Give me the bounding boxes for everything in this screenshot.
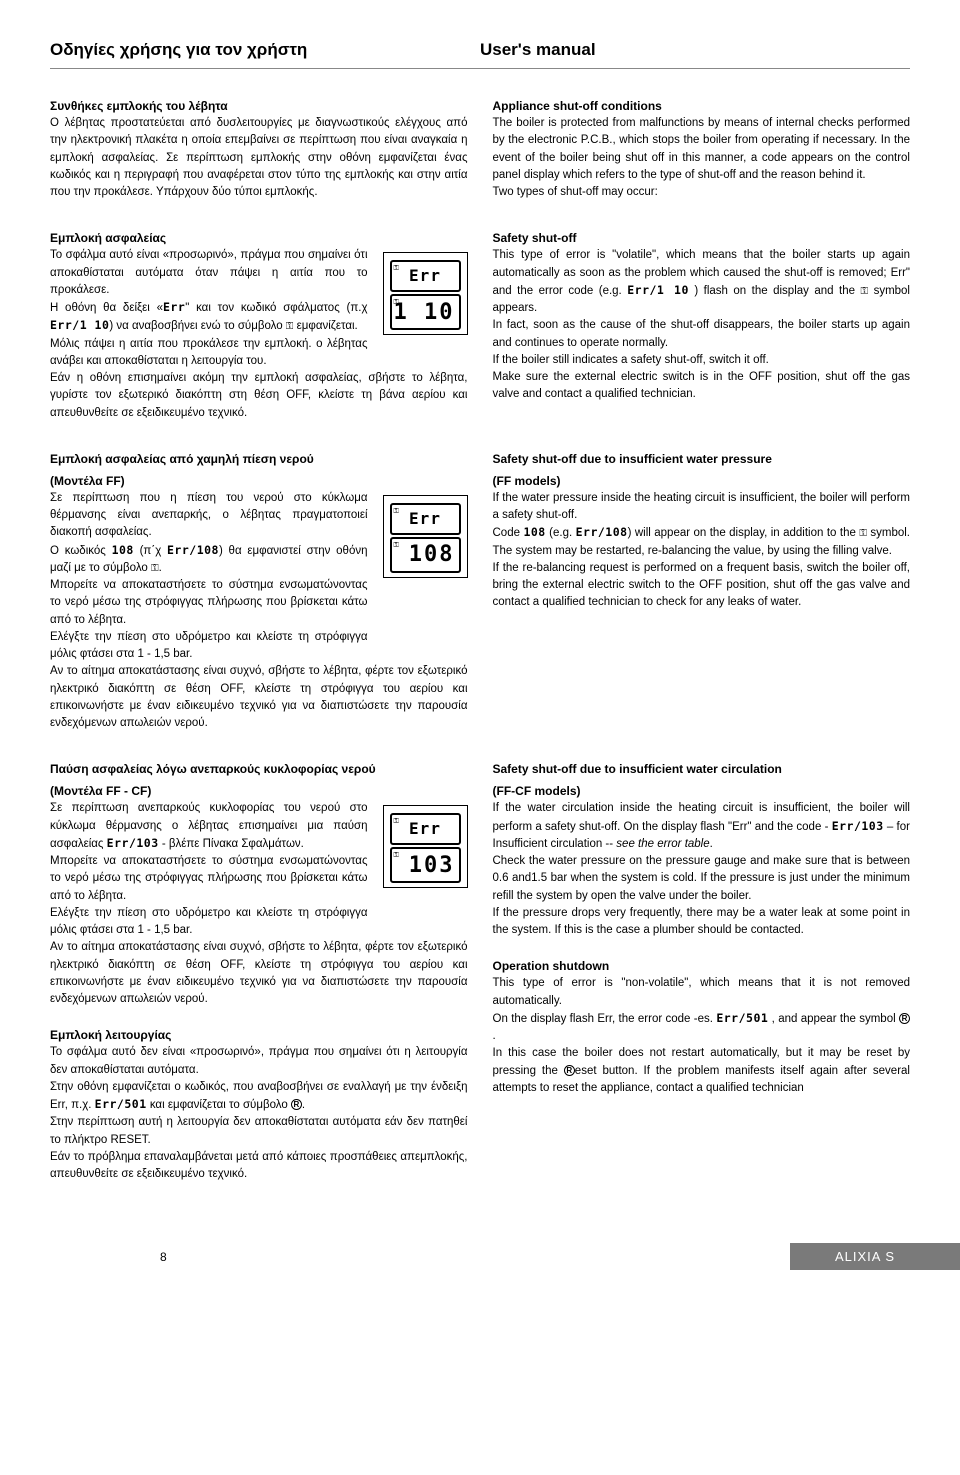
intro-en-body2: Two types of shut-off may occur:: [493, 184, 911, 201]
intro-gr-title: Συνθήκες εμπλοκής του λέβητα: [50, 97, 468, 115]
intro-en-title: Appliance shut-off conditions: [493, 97, 911, 115]
header-right-title: User's manual: [480, 40, 910, 60]
safety-en-p4: Make sure the external electric switch i…: [493, 369, 911, 404]
wp-gr-subtitle: (Μοντέλα FF): [50, 472, 468, 490]
reset-icon: R: [564, 1065, 575, 1076]
op-en-p1: This type of error is "non-volatile", wh…: [493, 975, 911, 1010]
wc-en-p2: Check the water pressure on the pressure…: [493, 853, 911, 905]
key-icon: ⚿: [860, 284, 868, 299]
page-header: Οδηγίες χρήσης για τον χρήστη User's man…: [50, 40, 910, 60]
water-pressure-section: Εμπλοκή ασφαλείας από χαμηλή πίεση νερού…: [50, 446, 910, 733]
lcd-display-110: ⚿Err ⚿1 10: [383, 252, 468, 335]
wp-english: Safety shut-off due to insufficient wate…: [493, 446, 911, 733]
wc-greek: Παύση ασφαλείας λόγω ανεπαρκούς κυκλοφορ…: [50, 756, 468, 1183]
wp-en-subtitle: (FF models): [493, 472, 911, 490]
wc-gr-p3: Ελέγξτε την πίεση στο υδρόμετρο και κλεί…: [50, 905, 368, 940]
safety-en-title: Safety shut-off: [493, 229, 911, 247]
safety-gr-p1: Το σφάλμα αυτό είναι «προσωρινό», πράγμα…: [50, 247, 368, 299]
wp-gr-p5: Αν το αίτημα αποκατάστασης είναι συχνό, …: [50, 663, 468, 732]
wc-gr-title: Παύση ασφαλείας λόγω ανεπαρκούς κυκλοφορ…: [50, 760, 468, 778]
wp-gr-title: Εμπλοκή ασφαλείας από χαμηλή πίεση νερού: [50, 450, 468, 468]
key-icon: ⚿: [151, 561, 159, 576]
wc-en-p3: If the pressure drops very frequently, t…: [493, 905, 911, 940]
safety-en-p3: If the boiler still indicates a safety s…: [493, 352, 911, 369]
wp-gr-p3: Μπορείτε να αποκαταστήσετε το σύστημα εν…: [50, 577, 368, 629]
safety-gr-title: Εμπλοκή ασφαλείας: [50, 229, 468, 247]
page-footer: 8 ALIXIA S: [50, 1243, 910, 1290]
water-circ-section: Παύση ασφαλείας λόγω ανεπαρκούς κυκλοφορ…: [50, 756, 910, 1183]
safety-gr-p3: Μόλις πάψει η αιτία που προκάλεσε την εμ…: [50, 336, 368, 371]
wp-en-p2: Code 108 (e.g. Err/108) will appear on t…: [493, 524, 911, 560]
op-en-title: Operation shutdown: [493, 957, 911, 975]
op-gr-p1: Το σφάλμα αυτό δεν είναι «προσωρινό», πρ…: [50, 1044, 468, 1079]
intro-section: Συνθήκες εμπλοκής του λέβητα Ο λέβητας π…: [50, 93, 910, 201]
wc-gr-p4: Αν το αίτημα αποκατάστασης είναι συχνό, …: [50, 939, 468, 1008]
op-gr-p3: Στην περίπτωση αυτή η λειτουργία δεν απο…: [50, 1114, 468, 1149]
wc-en-title: Safety shut-off due to insufficient wate…: [493, 760, 911, 778]
op-gr-title: Εμπλοκή λειτουργίας: [50, 1026, 468, 1044]
reset-icon: R: [291, 1099, 302, 1110]
safety-en-p2: In fact, soon as the cause of the shut-o…: [493, 317, 911, 352]
op-gr-p2: Στην οθόνη εμφανίζεται ο κωδικός, που αν…: [50, 1079, 468, 1115]
intro-greek: Συνθήκες εμπλοκής του λέβητα Ο λέβητας π…: [50, 93, 468, 201]
wp-gr-p2: Ο κωδικός 108 (π΄χ Err/108) θα εμφανιστε…: [50, 542, 368, 578]
intro-english: Appliance shut-off conditions The boiler…: [493, 93, 911, 201]
wp-greek: Εμπλοκή ασφαλείας από χαμηλή πίεση νερού…: [50, 446, 468, 733]
intro-en-body: The boiler is protected from malfunction…: [493, 115, 911, 184]
wc-gr-subtitle: (Μοντέλα FF - CF): [50, 782, 468, 800]
wp-en-title: Safety shut-off due to insufficient wate…: [493, 450, 911, 468]
wc-en-p1: If the water circulation inside the heat…: [493, 800, 911, 853]
wc-gr-p2: Μπορείτε να αποκαταστήσετε το σύστημα εν…: [50, 853, 368, 905]
reset-icon: R: [899, 1013, 910, 1024]
safety-gr-p2: Η οθόνη θα δείξει «Err" και τον κωδικό σ…: [50, 299, 368, 336]
safety-english: Safety shut-off This type of error is "v…: [493, 225, 911, 422]
header-left-title: Οδηγίες χρήσης για τον χρήστη: [50, 40, 480, 60]
wp-en-p3: If the re-balancing request is performed…: [493, 560, 911, 612]
header-divider: [50, 68, 910, 69]
brand-label: ALIXIA S: [790, 1243, 960, 1270]
key-icon: ⚿: [859, 526, 867, 541]
op-en-p3: In this case the boiler does not restart…: [493, 1045, 911, 1097]
wp-gr-p1: Σε περίπτωση που η πίεση του νερού στο κ…: [50, 490, 368, 542]
wc-english: Safety shut-off due to insufficient wate…: [493, 756, 911, 1183]
safety-greek: Εμπλοκή ασφαλείας Το σφάλμα αυτό είναι «…: [50, 225, 468, 422]
safety-en-p1: This type of error is "volatile", which …: [493, 247, 911, 317]
safety-section: Εμπλοκή ασφαλείας Το σφάλμα αυτό είναι «…: [50, 225, 910, 422]
wc-en-subtitle: (FF-CF models): [493, 782, 911, 800]
lcd-display-108: ⚿Err ⚿108: [383, 495, 468, 578]
op-gr-p4: Εάν το πρόβλημα επαναλαμβάνεται μετά από…: [50, 1149, 468, 1184]
safety-gr-p4: Εάν η οθόνη επισημαίνει ακόμη την εμπλοκ…: [50, 370, 468, 422]
wp-gr-p4: Ελέγξτε την πίεση στο υδρόμετρο και κλεί…: [50, 629, 368, 664]
intro-gr-body: Ο λέβητας προστατεύεται από δυσλειτουργί…: [50, 115, 468, 201]
page-number: 8: [160, 1250, 167, 1264]
op-en-p2: On the display flash Err, the error code…: [493, 1010, 911, 1046]
wc-gr-p1: Σε περίπτωση ανεπαρκούς κυκλοφορίας του …: [50, 800, 368, 853]
wp-en-p1: If the water pressure inside the heating…: [493, 490, 911, 525]
lcd-display-103: ⚿Err ⚿103: [383, 805, 468, 888]
